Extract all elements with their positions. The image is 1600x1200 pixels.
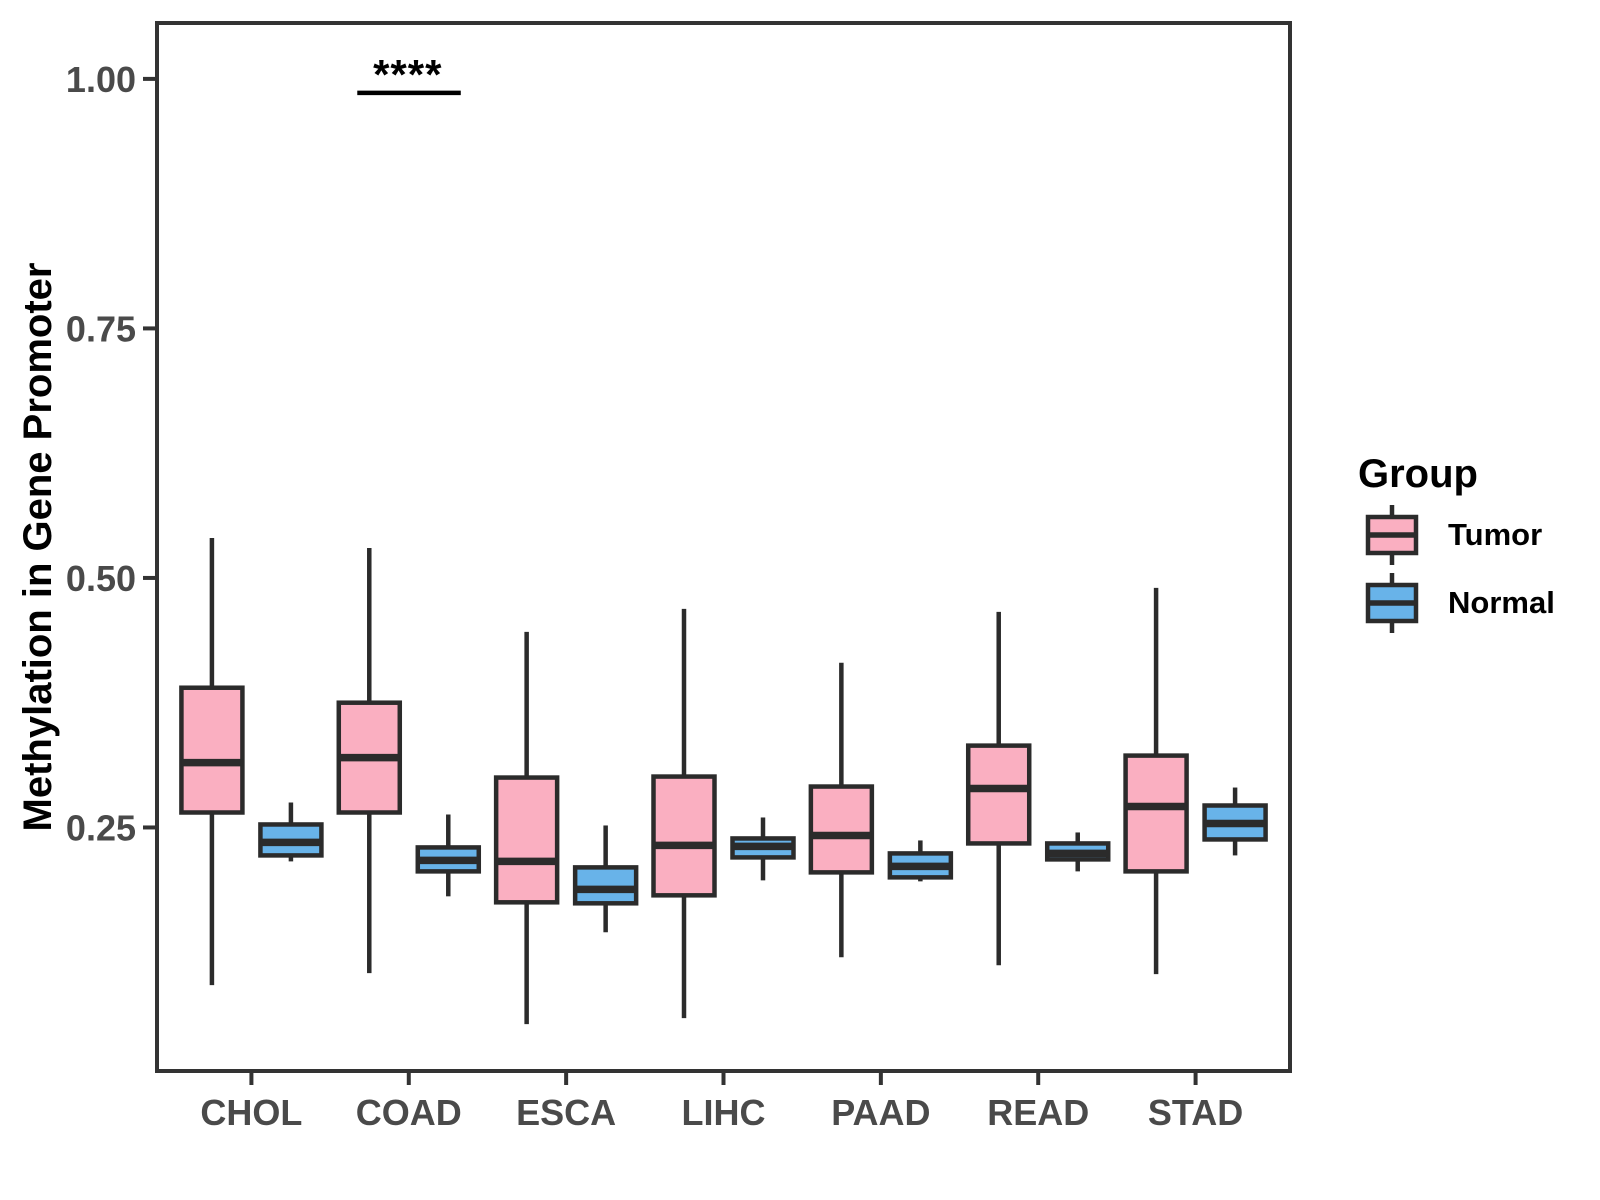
y-tick-label: 1.00 <box>66 59 136 100</box>
box-normal-stad <box>1202 787 1268 856</box>
legend-title: Group <box>1358 452 1478 496</box>
x-tick-label-coad: COAD <box>356 1092 462 1133</box>
significance-stars: **** <box>373 51 442 98</box>
x-tick-label-stad: STAD <box>1148 1092 1243 1133</box>
plot-panel-border <box>155 21 1292 1073</box>
box-tumor-paad <box>808 662 875 958</box>
y-tick-label: 0.50 <box>66 558 136 599</box>
box-tumor-coad <box>336 547 403 974</box>
x-tick-label-paad: PAAD <box>831 1092 930 1133</box>
legend-label-tumor: Tumor <box>1448 517 1543 552</box>
iqr-box <box>808 784 875 875</box>
legend-item-normal: Normal <box>1365 572 1555 634</box>
iqr-box <box>572 865 639 906</box>
x-tick-label-lihc: LIHC <box>682 1092 766 1133</box>
y-axis-title: Methylation in Gene Promoter <box>16 262 60 832</box>
box-tumor-lihc <box>651 608 717 1019</box>
iqr-box <box>493 775 560 905</box>
y-tick-label: 0.75 <box>66 308 136 349</box>
tumor-boxplot-key-icon <box>1365 505 1419 565</box>
box-normal-coad <box>415 814 482 897</box>
iqr-box <box>1123 753 1189 874</box>
legend: Group Tumor Normal <box>1338 450 1555 634</box>
y-tick-label: 0.25 <box>66 807 136 848</box>
iqr-box <box>179 685 245 815</box>
box-tumor-read <box>965 611 1032 966</box>
iqr-box <box>651 774 717 898</box>
x-tick-label-chol: CHOL <box>200 1092 302 1133</box>
iqr-box <box>965 743 1032 846</box>
legend-item-tumor: Tumor <box>1365 504 1555 566</box>
box-tumor-stad <box>1123 587 1189 975</box>
box-normal-lihc <box>730 817 796 881</box>
legend-label-normal: Normal <box>1448 585 1555 620</box>
x-tick-label-esca: ESCA <box>516 1092 616 1133</box>
box-normal-chol <box>258 802 324 862</box>
box-normal-esca <box>572 825 639 933</box>
x-tick-label-read: READ <box>987 1092 1089 1133</box>
box-tumor-chol <box>179 538 245 986</box>
box-tumor-esca <box>493 631 560 1025</box>
box-normal-read <box>1044 832 1111 872</box>
box-normal-paad <box>887 840 954 882</box>
normal-boxplot-key-icon <box>1365 573 1419 633</box>
